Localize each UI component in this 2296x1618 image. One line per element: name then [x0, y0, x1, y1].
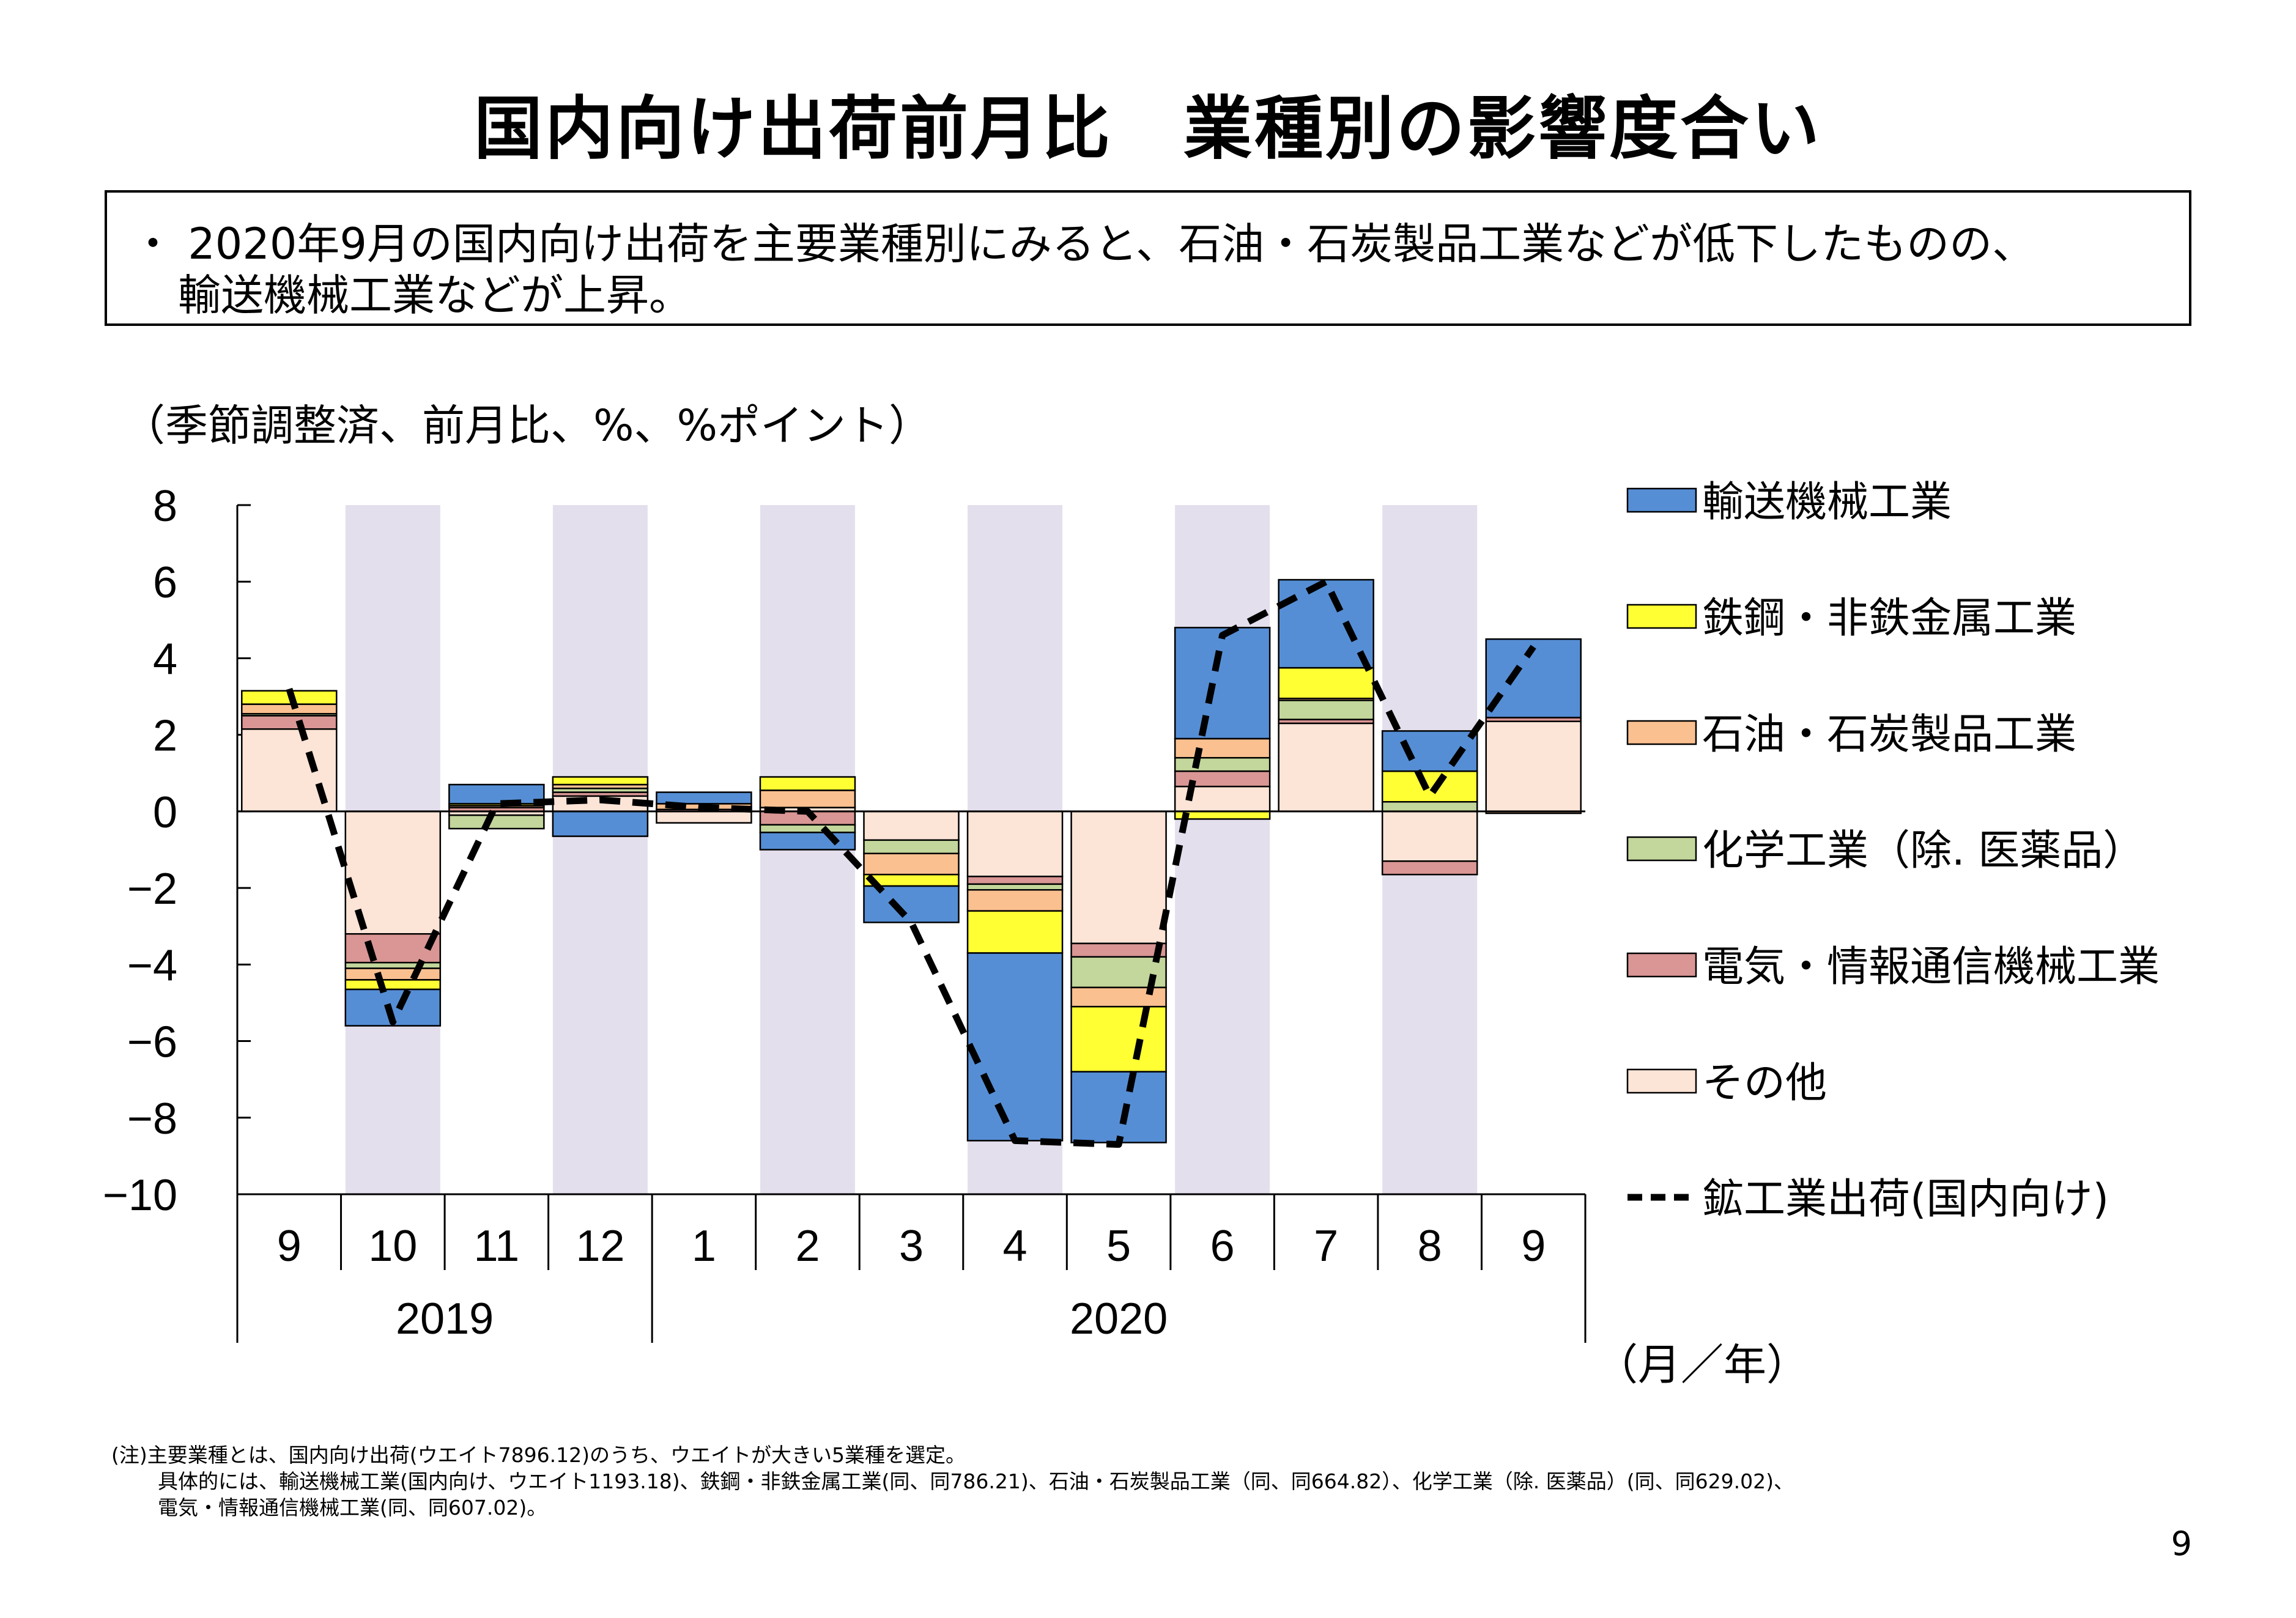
x-tick-label-10: 7 [1314, 1222, 1338, 1271]
bar-electric-11 [1381, 860, 1478, 876]
bar-steel-5 [759, 776, 856, 791]
bar-other-6 [863, 810, 960, 841]
bar-electric-1 [344, 933, 442, 964]
summary-line-1: ・ 2020年9月の国内向け出荷を主要業種別にみると、石油・石炭製品工業などが低… [131, 219, 2035, 269]
y-tick-label: 0 [153, 788, 177, 837]
bar-chemical-1 [344, 961, 442, 969]
y-tick-label: −10 [103, 1171, 177, 1220]
footnote-line-2: 具体的には、輸送機械工業(国内向け、ウエイト1193.18)、鉄鋼・非鉄金属工業… [158, 1469, 1794, 1493]
x-tick-label-7: 4 [1003, 1222, 1028, 1271]
legend-swatch-petroleum [1626, 720, 1697, 745]
bar-steel-11 [1381, 770, 1478, 803]
x-tick-label-1: 10 [368, 1222, 417, 1271]
bar-chemical-9 [1174, 756, 1271, 772]
bar-petroleum-5 [759, 789, 856, 808]
shade-band-3 [552, 505, 648, 1194]
bar-steel-8 [1070, 1005, 1167, 1073]
summary-box: ・ 2020年9月の国内向け出荷を主要業種別にみると、石油・石炭製品工業などが低… [105, 190, 2191, 326]
bar-chemical-5 [759, 824, 856, 833]
legend-label-other: その他 [1702, 1059, 1827, 1107]
bar-steel-1 [344, 979, 442, 991]
bar-petroleum-0 [241, 703, 338, 715]
bar-petroleum-9 [1174, 737, 1271, 759]
page-number: 9 [2171, 1524, 2192, 1563]
footnote-line-3: 電気・情報通信機械工業(同、同607.02)。 [158, 1496, 547, 1520]
x-tick-label-5: 2 [795, 1222, 820, 1271]
page-title: 国内向け出荷前月比 業種別の影響度合い [474, 89, 1822, 169]
y-tick-label: 8 [153, 482, 177, 531]
x-tick-label-0: 9 [277, 1222, 302, 1271]
bar-transport-3 [552, 810, 649, 837]
legend-label-total: 鉱工業出荷(国内向け) [1702, 1175, 2109, 1224]
bar-chemical-7 [966, 883, 1064, 891]
bar-steel-10 [1278, 667, 1374, 700]
footnote-line-1: (注)主要業種とは、国内向け出荷(ウエイト7896.12)のうち、ウエイトが大き… [111, 1443, 966, 1467]
bar-other-7 [966, 810, 1064, 877]
bar-steel-9 [1174, 810, 1271, 820]
bar-transport-4 [656, 791, 752, 805]
x-unit-label: （月／年） [1595, 1340, 1809, 1390]
bar-petroleum-1 [344, 967, 442, 981]
bar-transport-2 [448, 783, 545, 805]
bar-chemical-2 [448, 814, 545, 830]
x-tick-label-8: 5 [1106, 1222, 1131, 1271]
bar-petroleum-7 [966, 888, 1064, 912]
x-tick-label-4: 1 [692, 1222, 716, 1271]
bar-other-4 [656, 810, 752, 824]
y-tick-label: −2 [127, 865, 177, 914]
legend-swatch-chemical [1626, 836, 1697, 862]
legend-label-steel: 鉄鋼・非鉄金属工業 [1702, 594, 2076, 643]
x-tick-label-9: 6 [1210, 1222, 1235, 1271]
x-tick-label-3: 12 [576, 1222, 624, 1271]
legend-label-petroleum: 石油・石炭製品工業 [1702, 711, 2076, 759]
bar-chemical-11 [1381, 800, 1478, 813]
bar-steel-3 [552, 776, 649, 786]
x-tick-label-12: 9 [1521, 1222, 1546, 1271]
bar-transport-5 [759, 832, 856, 851]
y-tick-label: 4 [153, 635, 177, 684]
summary-line-2: 輸送機械工業などが上昇。 [178, 270, 692, 320]
y-tick-label: −8 [127, 1095, 177, 1143]
x-tick-label-6: 3 [899, 1222, 924, 1271]
bar-other-12 [1485, 720, 1582, 813]
legend-label-chemical: 化学工業（除. 医薬品） [1702, 827, 2144, 875]
bar-chemical-6 [863, 839, 960, 855]
legend-swatch-steel [1626, 604, 1697, 629]
y-tick-label: 6 [153, 558, 177, 607]
bar-electric-0 [241, 715, 338, 730]
bar-other-11 [1381, 810, 1478, 862]
bar-other-8 [1070, 810, 1167, 945]
x-tick-label-2: 11 [473, 1222, 519, 1271]
y-tick-label: −4 [127, 941, 177, 990]
legend-swatch-other [1626, 1068, 1697, 1094]
shade-band-9 [1175, 505, 1270, 1194]
bar-other-10 [1278, 722, 1374, 813]
bar-transport-7 [966, 952, 1064, 1142]
legend-swatch-electric [1626, 952, 1697, 978]
bar-petroleum-6 [863, 852, 960, 876]
bar-transport-9 [1174, 627, 1271, 740]
y-tick-label: 2 [153, 712, 177, 761]
bar-steel-7 [966, 910, 1064, 954]
legend-label-transport: 輸送機械工業 [1702, 478, 1952, 526]
y-tick-label: −6 [127, 1018, 177, 1067]
bar-chemical-10 [1278, 700, 1374, 720]
legend-label-electric: 電気・情報通信機械工業 [1702, 943, 2160, 991]
bar-electric-7 [966, 876, 1064, 885]
bar-transport-8 [1070, 1071, 1167, 1143]
unit-note: （季節調整済、前月比、%、%ポイント） [122, 401, 932, 451]
year-label-2019: 2019 [396, 1295, 494, 1343]
x-tick-label-11: 8 [1418, 1222, 1442, 1271]
bar-electric-8 [1070, 942, 1167, 958]
year-label-2020: 2020 [1070, 1295, 1168, 1343]
legend-swatch-transport [1626, 487, 1697, 513]
